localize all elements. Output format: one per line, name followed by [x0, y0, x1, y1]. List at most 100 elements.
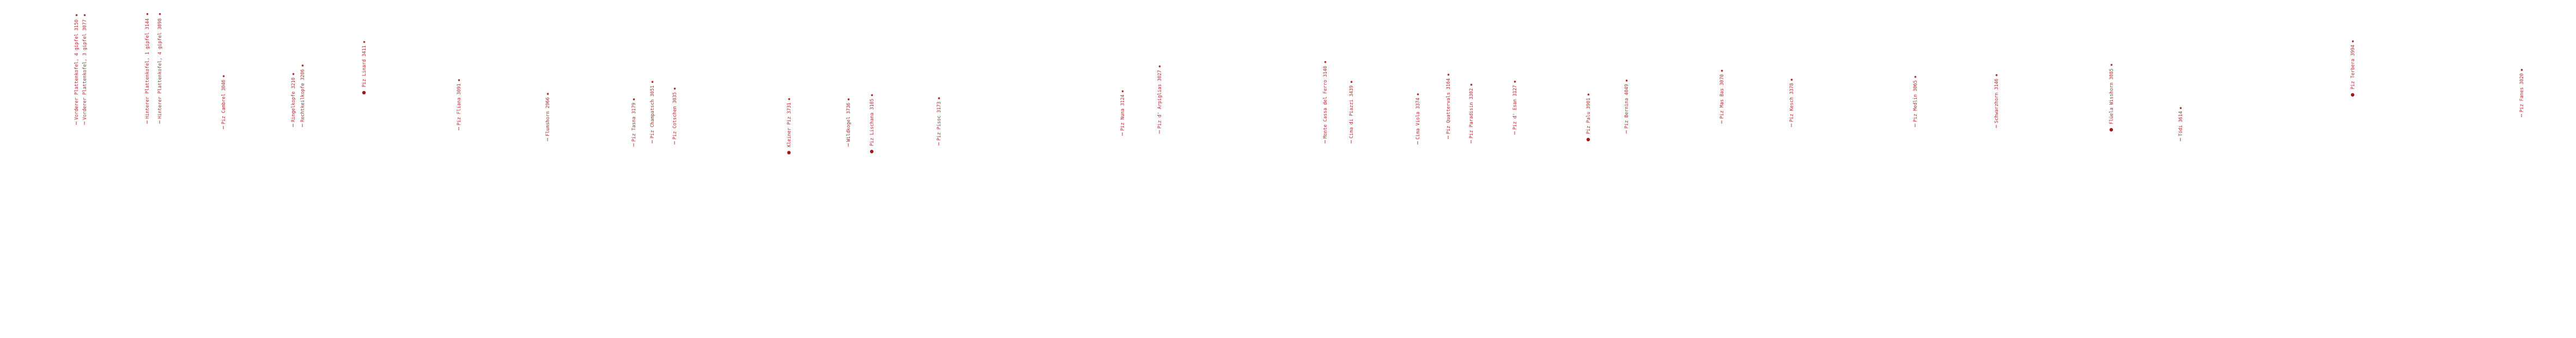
peak-summit-dot [75, 14, 78, 16]
peak-summit-dot [292, 73, 295, 75]
peak-elevation: 3378 [1789, 83, 1795, 94]
peak-name: Piz Fanes [2519, 84, 2525, 112]
peak-elevation: 3731 [787, 102, 792, 113]
peak-name-elevation: Piz Linard 3411 [362, 45, 367, 87]
peak-label-4: Hinterer Plattenkofel, 4 gipfel 3098 [157, 13, 163, 124]
peak-label-13: Piz Cotschen 3035 [672, 87, 678, 144]
peak-name-elevation: Rechtkeilkopfe 3206 [300, 69, 306, 122]
peak-summit-dot [1158, 65, 1161, 68]
peak-summit-dot [1721, 70, 1723, 72]
peak-elevation: 3736 [846, 102, 852, 113]
peak-name-elevation: Piz Quattervals 3164 [1446, 79, 1451, 134]
peak-name: Piz Linard [362, 57, 367, 87]
peak-summit-dot [2110, 64, 2113, 66]
peak-label-24: Piz Paradisin 3302 [1469, 83, 1474, 143]
peak-name: Monte Cassa del Ferro [1323, 77, 1328, 138]
peak-name-elevation: Piz d' Esan 3127 [1512, 85, 1518, 130]
peak-marker-dot [2109, 128, 2113, 132]
peak-name: Piz Mas Bas [1720, 86, 1725, 119]
peak-name: Hinterer Plattenkofel, 4 gipfel [157, 29, 163, 119]
peak-summit-dot [159, 13, 161, 15]
peak-elevation: 3164 [1446, 79, 1451, 89]
peak-label-10: Flumshorn 2966 [545, 93, 551, 141]
peak-name-elevation: Piz d' Arpiglias 3027 [1157, 70, 1163, 129]
peak-elevation: 3091 [457, 83, 462, 94]
peak-summit-dot [2352, 40, 2354, 43]
peak-summit-dot [1417, 93, 1419, 95]
peak-elevation: 3098 [157, 19, 163, 29]
peak-name: Piz Cotschen [672, 103, 678, 140]
peak-label-2: Vorderer Plattenkofel, 3 gipfel 3077 [82, 14, 88, 125]
peak-elevation: 3140 [1323, 66, 1328, 77]
peak-name: Vorderer Plattenkofel, 4 gipfel [74, 31, 80, 120]
peak-name-elevation: Piz Champatsch 3051 [650, 86, 655, 138]
peak-summit-dot [673, 87, 676, 90]
peak-name: Flumshorn [545, 108, 551, 136]
peak-label-16: Piz Lischana 3105 [870, 94, 875, 154]
peak-summit-dot [1470, 83, 1473, 86]
peak-name-elevation: Piz Pisoc 3173 [937, 101, 942, 141]
peak-elevation: 3051 [650, 86, 655, 96]
peak-name-elevation: Piz Terbera 3994 [2350, 45, 2356, 89]
peak-label-3: Hinterer Plattenkofel, 1 gipfel 3144 [145, 13, 150, 124]
peak-summit-dot [871, 94, 873, 96]
peak-summit-dot [146, 13, 149, 15]
peak-name-elevation: Piz Lischana 3105 [870, 99, 875, 146]
peak-label-30: Piz Medlin 3065 [1913, 76, 1918, 127]
peak-name: Flüela Wisshorn [2109, 80, 2115, 124]
peak-name: Piz Kesch [1789, 94, 1795, 122]
peak-name-elevation: Cima Viola 3374 [1415, 98, 1421, 140]
peak-summit-dot [1914, 76, 1917, 78]
peak-name-elevation: Piz Tasna 3179 [631, 102, 637, 142]
peak-name: Vorderer Plattenkofel, 3 gipfel [82, 31, 88, 120]
peak-elevation: 4049 [1624, 84, 1630, 95]
peak-summit-dot [1995, 74, 1998, 76]
peak-label-31: Schwarzhorn 3146 [1994, 74, 2000, 128]
peak-summit-dot [458, 79, 460, 81]
peak-summit-dot [222, 75, 225, 77]
peak-name-elevation: Monte Cassa del Ferro 3140 [1323, 66, 1328, 138]
peak-name-elevation: Vorderer Plattenkofel, 4 gipfel 3150 [74, 20, 80, 120]
peak-name-elevation: Piz Palu 3901 [1586, 98, 1591, 134]
peak-elevation: 3302 [1469, 88, 1474, 99]
peak-name-elevation: Hinterer Plattenkofel, 1 gipfel 3144 [145, 19, 150, 119]
peak-elevation: 3035 [672, 92, 678, 103]
peak-summit-dot [363, 41, 366, 43]
peak-name-elevation: Cima di Piazzi 3439 [1349, 86, 1354, 138]
peak-name-elevation: Piz Paradisin 3302 [1469, 88, 1474, 138]
peak-name-elevation: Schwarzhorn 3146 [1994, 79, 2000, 123]
peak-label-35: Piz Fanes 3020 [2519, 69, 2525, 117]
peak-name: Piz Pisoc [937, 113, 942, 141]
peak-name: Schwarzhorn [1994, 90, 2000, 123]
peak-elevation: 3127 [1512, 85, 1518, 96]
peak-summit-dot [1790, 79, 1793, 81]
peak-label-26: Piz Palu 3901 [1586, 93, 1591, 142]
peak-elevation: 3070 [1720, 74, 1725, 85]
peak-label-22: Cima Viola 3374 [1415, 93, 1421, 144]
peak-marker-dot [362, 90, 366, 95]
peak-name: Piz d' Arpiglias [1157, 81, 1163, 129]
peak-summit-dot [2179, 107, 2182, 109]
peak-name: Piz Bernina [1624, 95, 1630, 129]
peak-summit-dot [1447, 74, 1450, 76]
peak-name: Ringelkopfe [291, 89, 296, 122]
peak-name: Piz Tasna [631, 114, 637, 142]
peak-label-15: Wildkogel 3736 [846, 98, 852, 147]
peak-label-8: Piz Linard 3411 [362, 41, 367, 95]
peak-elevation: 3144 [145, 19, 150, 29]
peak-name-elevation: Kleiner Piz 3731 [787, 102, 792, 147]
peak-elevation: 3146 [1994, 79, 2000, 89]
peak-summit-dot [633, 98, 635, 100]
peak-label-34: Piz Terbera 3994 [2350, 40, 2356, 97]
peak-label-33: Tödi 3614 [2178, 107, 2184, 141]
peak-name: Tödi [2178, 122, 2184, 136]
peak-label-9: Piz Fliana 3091 [457, 79, 462, 130]
peak-name: Piz Cambrel [221, 91, 227, 124]
peak-name-elevation: Piz Cambrel 3046 [221, 80, 227, 124]
peak-label-29: Piz Kesch 3378 [1789, 79, 1795, 127]
peak-name: Piz Fliana [457, 95, 462, 125]
peak-elevation: 3077 [82, 20, 88, 31]
peak-label-27: Piz Bernina 4049 [1624, 80, 1630, 134]
peak-name-elevation: Piz Kesch 3378 [1789, 83, 1795, 122]
